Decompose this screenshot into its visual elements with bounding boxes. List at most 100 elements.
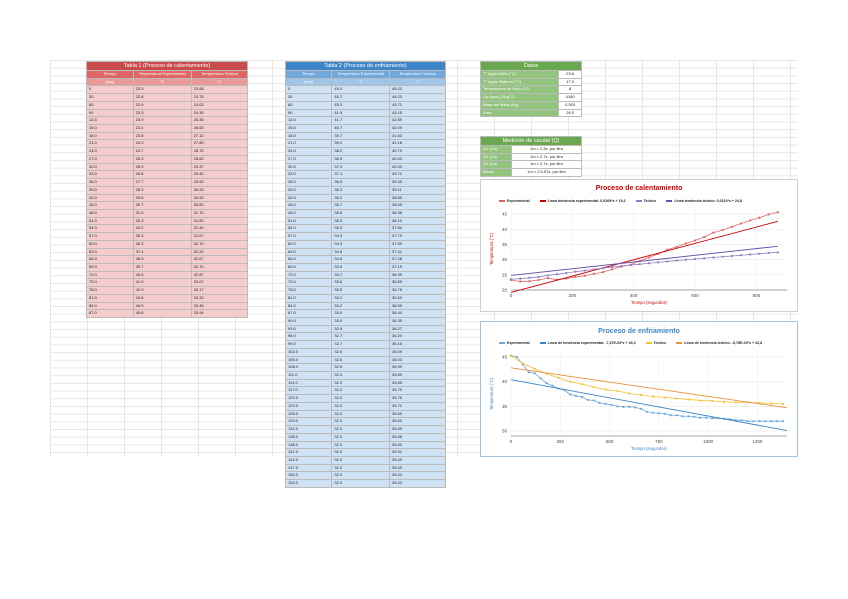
table-cell[interactable]: 45.7: [331, 93, 390, 102]
table-cell[interactable]: 0: [86, 85, 134, 95]
table-cell[interactable]: 31.70: [190, 208, 249, 218]
table-cell[interactable]: 27.0: [86, 154, 134, 164]
table-cell[interactable]: 30.80: [190, 201, 249, 210]
table-cell[interactable]: 54.0: [86, 224, 134, 234]
table-cell[interactable]: 40.79: [388, 147, 447, 156]
table-cell[interactable]: 78.0: [86, 286, 134, 295]
table-cell[interactable]: 35.51: [388, 448, 447, 457]
unit-theo[interactable]: °C: [388, 77, 447, 87]
table-cell[interactable]: 37.19: [388, 262, 447, 272]
table-cell[interactable]: 42.9: [132, 286, 192, 295]
table-cell[interactable]: 66.0: [86, 255, 134, 264]
table-cell[interactable]: 35.5: [331, 208, 390, 218]
table-cell[interactable]: 43.8: [132, 293, 192, 303]
table-cell[interactable]: 36.03: [388, 355, 447, 365]
table-cell[interactable]: 35.76: [388, 394, 447, 403]
table-cell[interactable]: 75.0: [86, 278, 134, 288]
table-cell[interactable]: 36.15: [388, 340, 447, 349]
table-cell[interactable]: 141.0: [284, 448, 333, 457]
table-cell[interactable]: 26.5: [558, 108, 582, 118]
table-cell[interactable]: 24.7: [132, 147, 192, 156]
table-cell[interactable]: 35.3: [331, 216, 390, 226]
table-cell[interactable]: 36.35: [388, 317, 447, 326]
table-cell[interactable]: 36.09: [388, 347, 447, 357]
table-cell[interactable]: 15.0: [86, 124, 134, 133]
table-cell[interactable]: 34.5: [331, 255, 390, 264]
col-header-theo-temp[interactable]: Temperatura Teórica: [190, 70, 249, 79]
table-cell[interactable]: 35.79: [388, 386, 447, 396]
table-cell[interactable]: 32.4: [331, 371, 390, 380]
table-cell[interactable]: 32.87: [190, 270, 249, 280]
table-cell[interactable]: 32.0: [331, 471, 390, 481]
table-cell[interactable]: 63.0: [284, 247, 333, 257]
table-cell[interactable]: 33.0: [86, 170, 134, 180]
col-header-exp-temp[interactable]: Temperatura Experimental: [132, 70, 192, 79]
table-cell[interactable]: 30.0: [86, 162, 134, 172]
table-cell[interactable]: 32.70: [190, 262, 249, 272]
table-cell[interactable]: 34.8: [331, 247, 390, 257]
table-cell[interactable]: 36.0: [284, 178, 333, 187]
table-cell[interactable]: 41.18: [388, 139, 447, 149]
table-cell[interactable]: 23.3: [132, 85, 192, 95]
table-cell[interactable]: 96.0: [284, 332, 333, 342]
unit-time[interactable]: (seg): [284, 77, 333, 87]
table-cell[interactable]: 36.27: [388, 324, 447, 334]
table-cell[interactable]: 18.0: [284, 131, 333, 141]
table-cell[interactable]: 90: [284, 108, 333, 118]
table-cell[interactable]: 45.0: [284, 201, 333, 210]
table-cell[interactable]: 123.0: [284, 401, 333, 411]
table-cell[interactable]: 23.6: [558, 70, 582, 79]
table-cell[interactable]: 32.67: [190, 255, 249, 264]
table-cell[interactable]: 42.59: [388, 116, 447, 126]
table-cell[interactable]: 102.0: [284, 347, 333, 357]
table-cell[interactable]: 23.8: [132, 131, 192, 141]
table-cell[interactable]: 35.69: [388, 409, 447, 419]
table-cell[interactable]: 39.45: [388, 178, 447, 187]
table-cell[interactable]: 30.20: [190, 185, 249, 195]
table-cell[interactable]: 30.0: [284, 162, 333, 172]
table-cell[interactable]: 93.0: [284, 324, 333, 334]
table-cell[interactable]: 39.7: [132, 262, 192, 272]
col-header-theo-temp[interactable]: Temperatura Teórica: [388, 70, 447, 79]
table-cell[interactable]: 36.0: [86, 178, 134, 187]
table-cell[interactable]: 39.2: [331, 139, 390, 149]
table-cell[interactable]: 26.36: [190, 116, 249, 126]
table-cell[interactable]: 35.44: [388, 471, 447, 481]
table-cell[interactable]: 25.9: [132, 162, 192, 172]
table-cell[interactable]: 35.0: [331, 224, 390, 234]
table-cell[interactable]: 24.02: [190, 100, 249, 110]
table-cell[interactable]: 35.49: [388, 455, 447, 465]
table-cell[interactable]: 90: [86, 108, 134, 118]
table-cell[interactable]: 34.9: [331, 232, 390, 241]
table-cell[interactable]: 29.40: [190, 170, 249, 180]
table-cell[interactable]: 1m ≈ 2.5.57s. por litro: [511, 168, 582, 177]
table-cell[interactable]: 39.11: [388, 185, 447, 195]
table-cell[interactable]: 32.0: [331, 432, 390, 442]
table-cell[interactable]: 33.2: [331, 293, 390, 303]
table-cell[interactable]: 0.503: [558, 100, 582, 110]
table-cell[interactable]: 45.6: [132, 309, 192, 318]
table-cell[interactable]: 36.85: [388, 278, 447, 288]
heating-chart[interactable]: Proceso de calentamiento Experimental Lí…: [480, 179, 798, 312]
table-cell[interactable]: 37.59: [388, 239, 447, 249]
table-cell[interactable]: 120.0: [284, 394, 333, 403]
table-cell[interactable]: Q3 (L/s): [479, 160, 513, 170]
table-cell[interactable]: 54.0: [284, 224, 333, 234]
table-cell[interactable]: 117.0: [284, 386, 333, 396]
table-cell[interactable]: 57.0: [86, 232, 134, 241]
table-cell[interactable]: 30: [284, 93, 333, 102]
table-cell[interactable]: 18.0: [86, 131, 134, 141]
table-cell[interactable]: Media: [479, 168, 513, 177]
table-cell[interactable]: 33.0: [331, 317, 390, 326]
table-cell[interactable]: 23.75: [190, 93, 249, 102]
table-cell[interactable]: 27.7: [132, 178, 192, 187]
table-cell[interactable]: 33.9: [331, 262, 390, 272]
table-cell[interactable]: 27.80: [190, 139, 249, 149]
table-cell[interactable]: 33.3: [132, 216, 192, 226]
table-cell[interactable]: 40.8: [132, 270, 192, 280]
table-cell[interactable]: 33.07: [190, 278, 249, 288]
table-cell[interactable]: 17.0: [558, 77, 582, 87]
table-cell[interactable]: 30: [86, 93, 134, 102]
table-cell[interactable]: 108.0: [284, 363, 333, 373]
col-header-exp-temp[interactable]: Temperatura Experimental: [331, 70, 390, 79]
